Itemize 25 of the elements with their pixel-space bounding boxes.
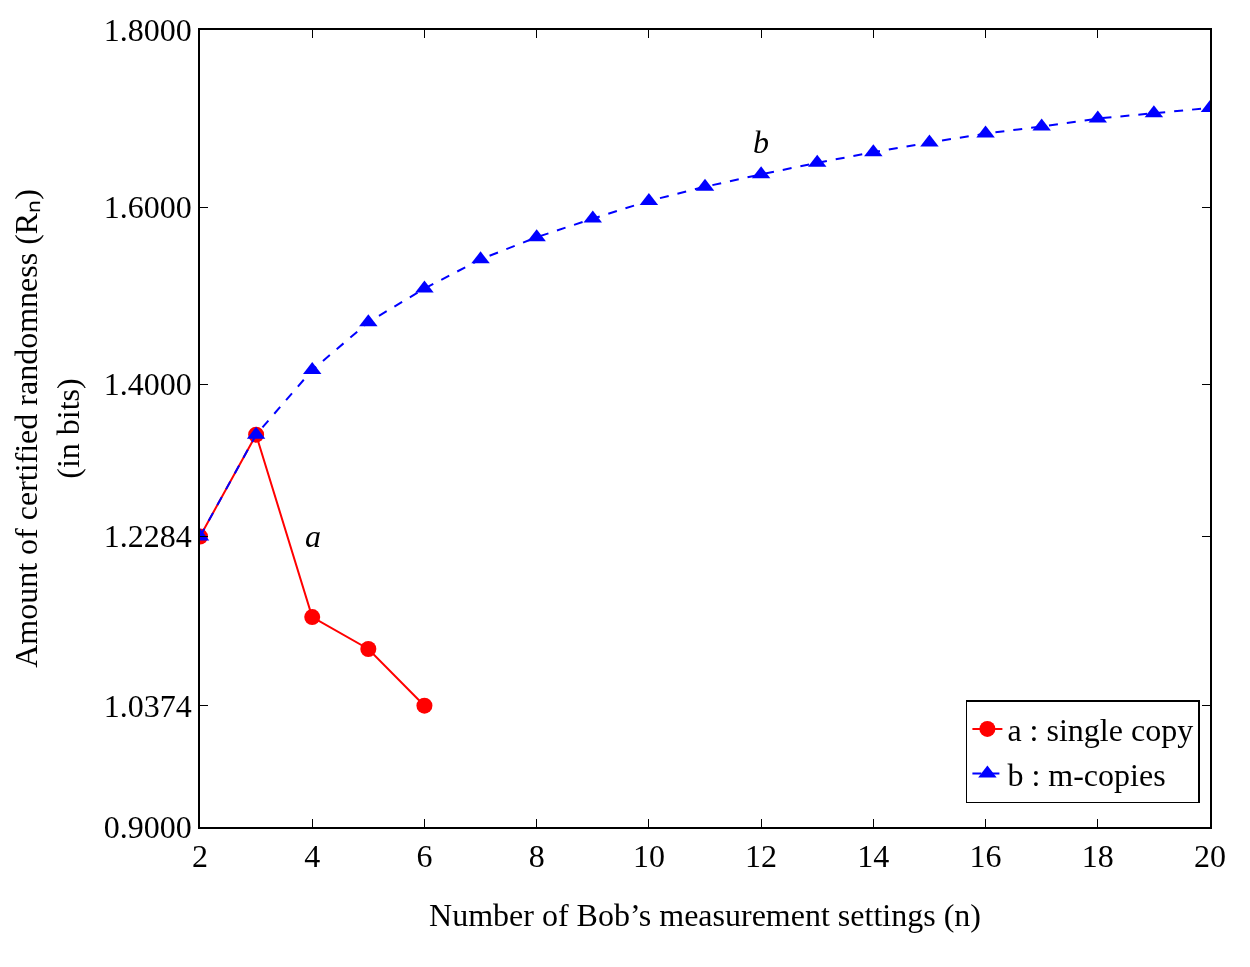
annotation: a	[305, 518, 321, 554]
x-tick-label: 20	[1194, 838, 1226, 875]
y-tick-label: 1.6000	[103, 189, 192, 226]
y-tick-label: 1.0374	[103, 687, 192, 724]
x-tick-label: 10	[632, 838, 665, 875]
point	[416, 697, 433, 714]
x-tick-label: 2	[192, 838, 208, 875]
x-tick-label: 14	[857, 838, 890, 875]
x-axis-title: Number of Bob’s measurement settings (n)	[429, 896, 981, 933]
y-axis-title: Amount of certified randomness (Rₙ) (in bits)	[8, 189, 86, 668]
y-tick-label: 1.4000	[103, 366, 192, 403]
legend-label: a : single copy	[1007, 712, 1194, 749]
y-tick-label: 1.2284	[103, 518, 192, 555]
x-tick-label: 6	[416, 838, 433, 875]
x-tick-label: 4	[304, 838, 321, 875]
x-tick-label: 8	[528, 838, 545, 875]
x-tick-label: 12	[745, 838, 778, 875]
point	[360, 641, 377, 657]
x-tick-label: 16	[969, 838, 1002, 875]
legend-label: b : m-copies	[1007, 756, 1166, 793]
point	[304, 609, 321, 626]
y-tick-label: 0.9000	[103, 809, 192, 846]
y-tick-label: 1.8000	[103, 12, 192, 49]
x-tick-label: 18	[1081, 838, 1114, 875]
annotation: b	[753, 124, 769, 160]
